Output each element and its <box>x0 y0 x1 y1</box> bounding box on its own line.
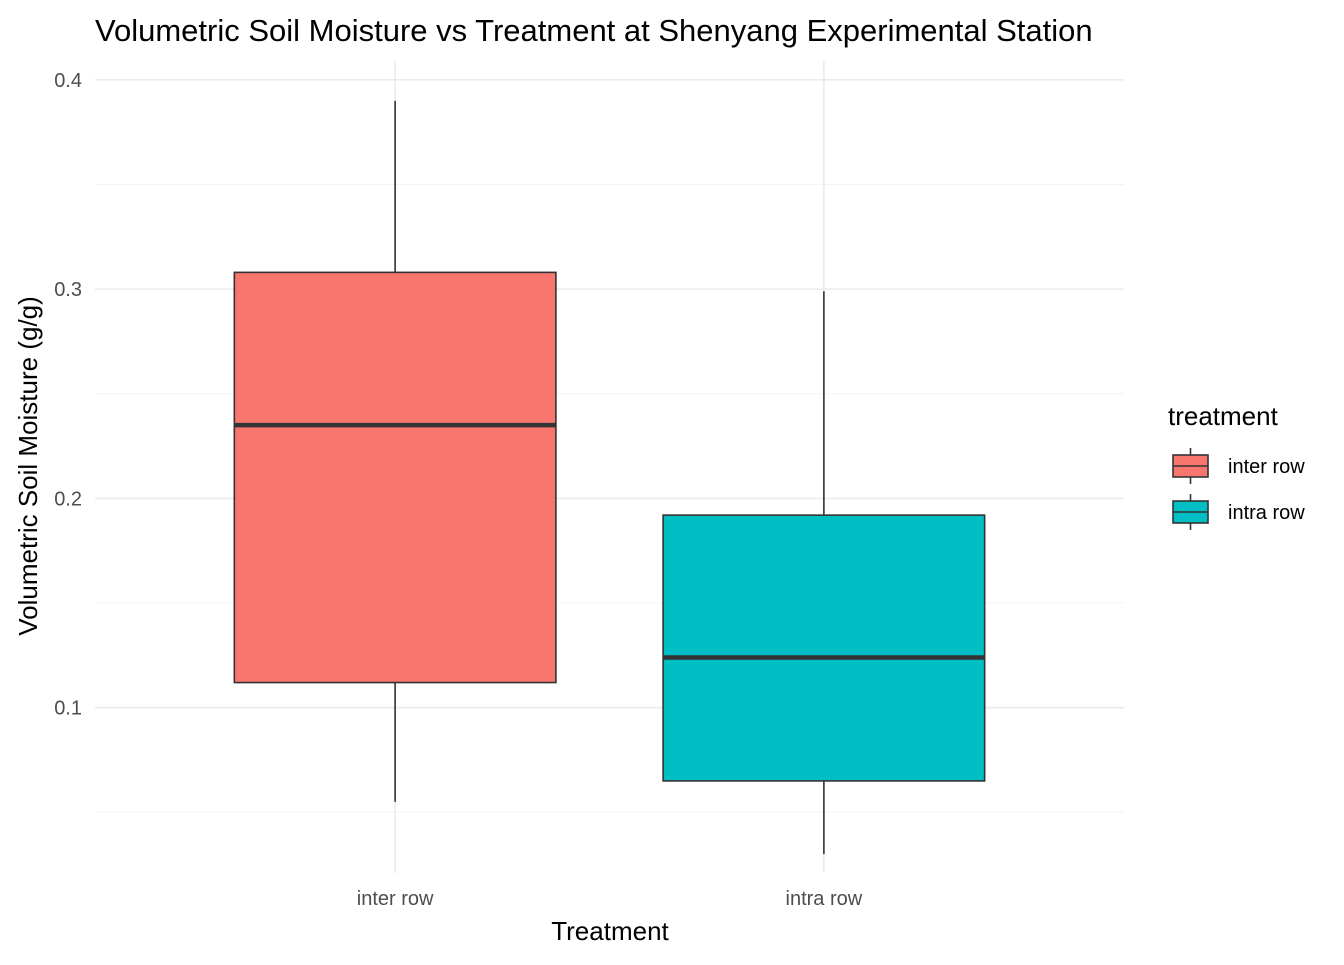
legend-item: intra row <box>1172 494 1305 530</box>
boxes-layer <box>233 100 986 855</box>
legend-label: intra row <box>1228 502 1305 524</box>
y-tick-label: 0.4 <box>54 70 82 92</box>
x-tick-label: intra row <box>786 888 863 910</box>
box-group <box>233 100 557 802</box>
y-axis-title: Volumetric Soil Moisture (g/g) <box>13 296 43 636</box>
iqr-box <box>233 271 557 684</box>
legend-title: treatment <box>1168 401 1279 431</box>
box-group <box>662 291 986 855</box>
chart-title: Volumetric Soil Moisture vs Treatment at… <box>95 13 1093 48</box>
axes-layer: 0.1 0.2 0.3 0.4 inter row intra row <box>54 70 863 910</box>
x-tick-label: inter row <box>357 888 434 910</box>
x-axis-title: Treatment <box>551 916 669 946</box>
y-tick-label: 0.2 <box>54 488 82 510</box>
legend: treatment inter row intra row <box>1168 401 1305 530</box>
legend-label: inter row <box>1228 456 1305 478</box>
legend-items: inter row intra row <box>1172 448 1305 530</box>
y-tick-label: 0.3 <box>54 279 82 301</box>
iqr-box <box>662 514 986 782</box>
y-tick-label: 0.1 <box>54 698 82 720</box>
legend-item: inter row <box>1172 448 1305 484</box>
